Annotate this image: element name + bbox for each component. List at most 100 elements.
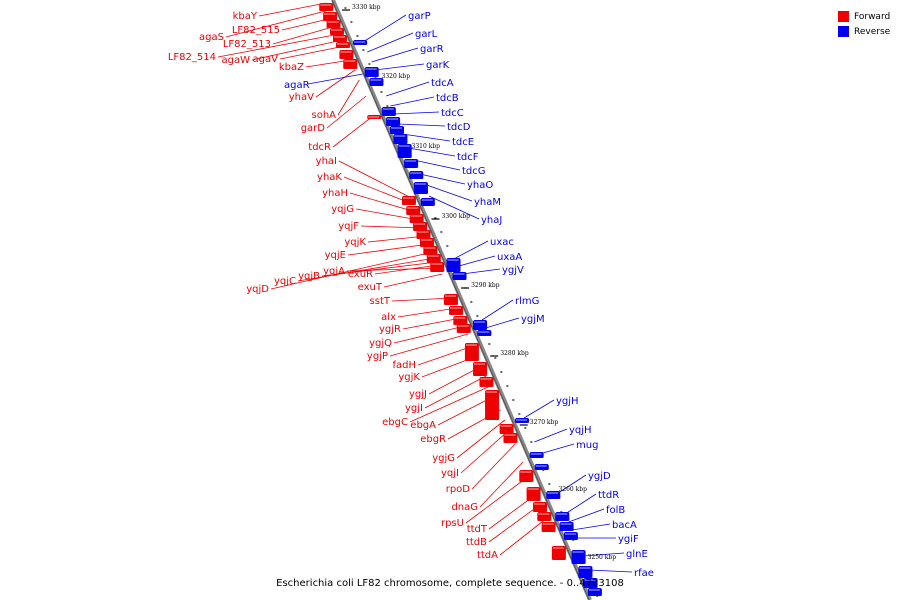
forward-gene-label[interactable]: tdcR	[308, 142, 331, 153]
forward-gene-22[interactable]	[456, 324, 471, 333]
forward-gene-17[interactable]	[426, 254, 441, 263]
reverse-gene-label[interactable]: ygiF	[618, 534, 639, 545]
reverse-gene-label[interactable]: ttdR	[598, 490, 619, 501]
forward-gene-label[interactable]: exuT	[358, 282, 383, 293]
reverse-gene-15[interactable]	[473, 320, 488, 330]
forward-gene-label[interactable]: ygjG	[432, 453, 455, 464]
forward-gene-8[interactable]	[343, 59, 358, 69]
reverse-gene-11[interactable]	[413, 182, 428, 194]
forward-gene-label[interactable]: agaS	[199, 32, 224, 43]
forward-gene-label[interactable]: ebgC	[382, 417, 408, 428]
forward-gene-label[interactable]: yqjC	[274, 276, 296, 287]
reverse-gene-label[interactable]: uxac	[490, 237, 514, 248]
forward-gene-label[interactable]: yhaV	[289, 92, 314, 103]
forward-gene-label[interactable]: kbaZ	[279, 62, 304, 73]
reverse-gene-13[interactable]	[446, 258, 461, 272]
reverse-gene-3[interactable]	[369, 78, 384, 86]
reverse-gene-25[interactable]	[578, 566, 593, 578]
reverse-gene-label[interactable]: tdcD	[447, 122, 471, 133]
reverse-gene-label[interactable]: ygjD	[588, 471, 611, 482]
forward-gene-label[interactable]: ygjR	[379, 324, 401, 335]
reverse-gene-label[interactable]: folB	[606, 505, 625, 516]
forward-gene-label[interactable]: ygjJ	[409, 389, 427, 400]
forward-gene-10[interactable]	[401, 196, 416, 205]
forward-gene-label[interactable]: sohA	[311, 110, 336, 121]
forward-gene-7[interactable]	[339, 50, 354, 59]
reverse-gene-label[interactable]: tdcC	[441, 108, 464, 119]
reverse-gene-27[interactable]	[587, 588, 602, 596]
forward-gene-label[interactable]: LF82_514	[168, 52, 216, 63]
reverse-gene-5[interactable]	[386, 117, 401, 126]
reverse-gene-label[interactable]: garP	[408, 11, 431, 22]
reverse-gene-2[interactable]	[364, 67, 379, 77]
reverse-gene-17[interactable]	[515, 418, 530, 423]
forward-gene-9[interactable]	[367, 115, 382, 119]
forward-gene-label[interactable]: ygjP	[367, 351, 388, 362]
forward-gene-label[interactable]: yqjG	[331, 204, 354, 215]
forward-gene-label[interactable]: ttdB	[466, 537, 487, 548]
forward-gene-label[interactable]: rpoD	[446, 484, 471, 495]
forward-gene-label[interactable]: alx	[381, 312, 396, 323]
forward-gene-25[interactable]	[479, 377, 494, 387]
reverse-gene-9[interactable]	[404, 159, 419, 168]
forward-gene-27[interactable]	[499, 424, 514, 434]
forward-gene-32[interactable]	[537, 512, 552, 521]
reverse-gene-label[interactable]: ygjV	[502, 265, 524, 276]
forward-gene-34[interactable]	[551, 546, 566, 560]
forward-gene-label[interactable]: ebgR	[420, 434, 446, 445]
forward-gene-3[interactable]	[326, 20, 341, 28]
forward-gene-30[interactable]	[526, 487, 541, 501]
reverse-gene-label[interactable]: yhaO	[467, 180, 493, 191]
forward-gene-label[interactable]: garD	[301, 123, 326, 134]
forward-gene-16[interactable]	[423, 246, 438, 255]
forward-gene-11[interactable]	[406, 206, 421, 215]
forward-gene-label[interactable]: dnaG	[451, 502, 478, 513]
forward-gene-23[interactable]	[464, 343, 479, 361]
forward-gene-label[interactable]: yhaH	[322, 188, 348, 199]
reverse-gene-label[interactable]: garR	[420, 44, 444, 55]
forward-gene-20[interactable]	[449, 306, 464, 315]
forward-gene-label[interactable]: agaV	[253, 54, 279, 65]
reverse-gene-20[interactable]	[546, 491, 561, 499]
reverse-gene-22[interactable]	[559, 522, 574, 531]
forward-gene-12[interactable]	[409, 214, 424, 223]
forward-gene-13[interactable]	[413, 222, 428, 231]
reverse-gene-label[interactable]: glnE	[626, 549, 648, 560]
forward-gene-label[interactable]: ttdT	[467, 524, 488, 535]
reverse-gene-24[interactable]	[571, 550, 586, 564]
reverse-gene-label[interactable]: garK	[426, 60, 450, 71]
reverse-gene-8[interactable]	[397, 144, 412, 158]
reverse-gene-1[interactable]	[353, 40, 368, 45]
forward-gene-label[interactable]: agaW	[222, 55, 251, 66]
reverse-gene-21[interactable]	[555, 512, 570, 521]
reverse-gene-label[interactable]: rfae	[634, 568, 654, 579]
forward-gene-label[interactable]: ygjK	[398, 372, 420, 383]
forward-gene-18[interactable]	[430, 262, 445, 272]
reverse-gene-26[interactable]	[583, 578, 598, 588]
reverse-gene-10[interactable]	[409, 171, 424, 179]
forward-gene-label[interactable]: exuR	[348, 269, 373, 280]
forward-gene-26[interactable]	[485, 390, 500, 420]
forward-gene-31[interactable]	[533, 502, 548, 512]
forward-gene-label[interactable]: yqjB	[298, 271, 320, 282]
forward-gene-label[interactable]: LF82_515	[232, 25, 280, 36]
reverse-gene-label[interactable]: mug	[576, 440, 598, 451]
forward-gene-label[interactable]: kbaY	[233, 11, 258, 22]
reverse-gene-19[interactable]	[534, 464, 549, 470]
forward-gene-24[interactable]	[473, 362, 488, 376]
reverse-gene-label[interactable]: rlmG	[515, 296, 539, 307]
reverse-gene-label[interactable]: tdcE	[452, 137, 474, 148]
reverse-gene-14[interactable]	[452, 272, 467, 280]
reverse-gene-label[interactable]: bacA	[612, 520, 637, 531]
forward-gene-label[interactable]: yqjD	[246, 284, 269, 295]
reverse-gene-7[interactable]	[393, 134, 408, 144]
forward-gene-label[interactable]: yqjF	[338, 221, 359, 232]
forward-gene-label[interactable]: ygjQ	[369, 338, 392, 349]
forward-gene-label[interactable]: yhaK	[317, 172, 342, 183]
forward-gene-label[interactable]: rpsU	[441, 518, 464, 529]
forward-gene-28[interactable]	[503, 433, 518, 443]
forward-gene-label[interactable]: fadH	[392, 360, 416, 371]
forward-gene-33[interactable]	[541, 522, 556, 532]
reverse-gene-16[interactable]	[477, 330, 492, 336]
forward-gene-6[interactable]	[335, 42, 350, 48]
